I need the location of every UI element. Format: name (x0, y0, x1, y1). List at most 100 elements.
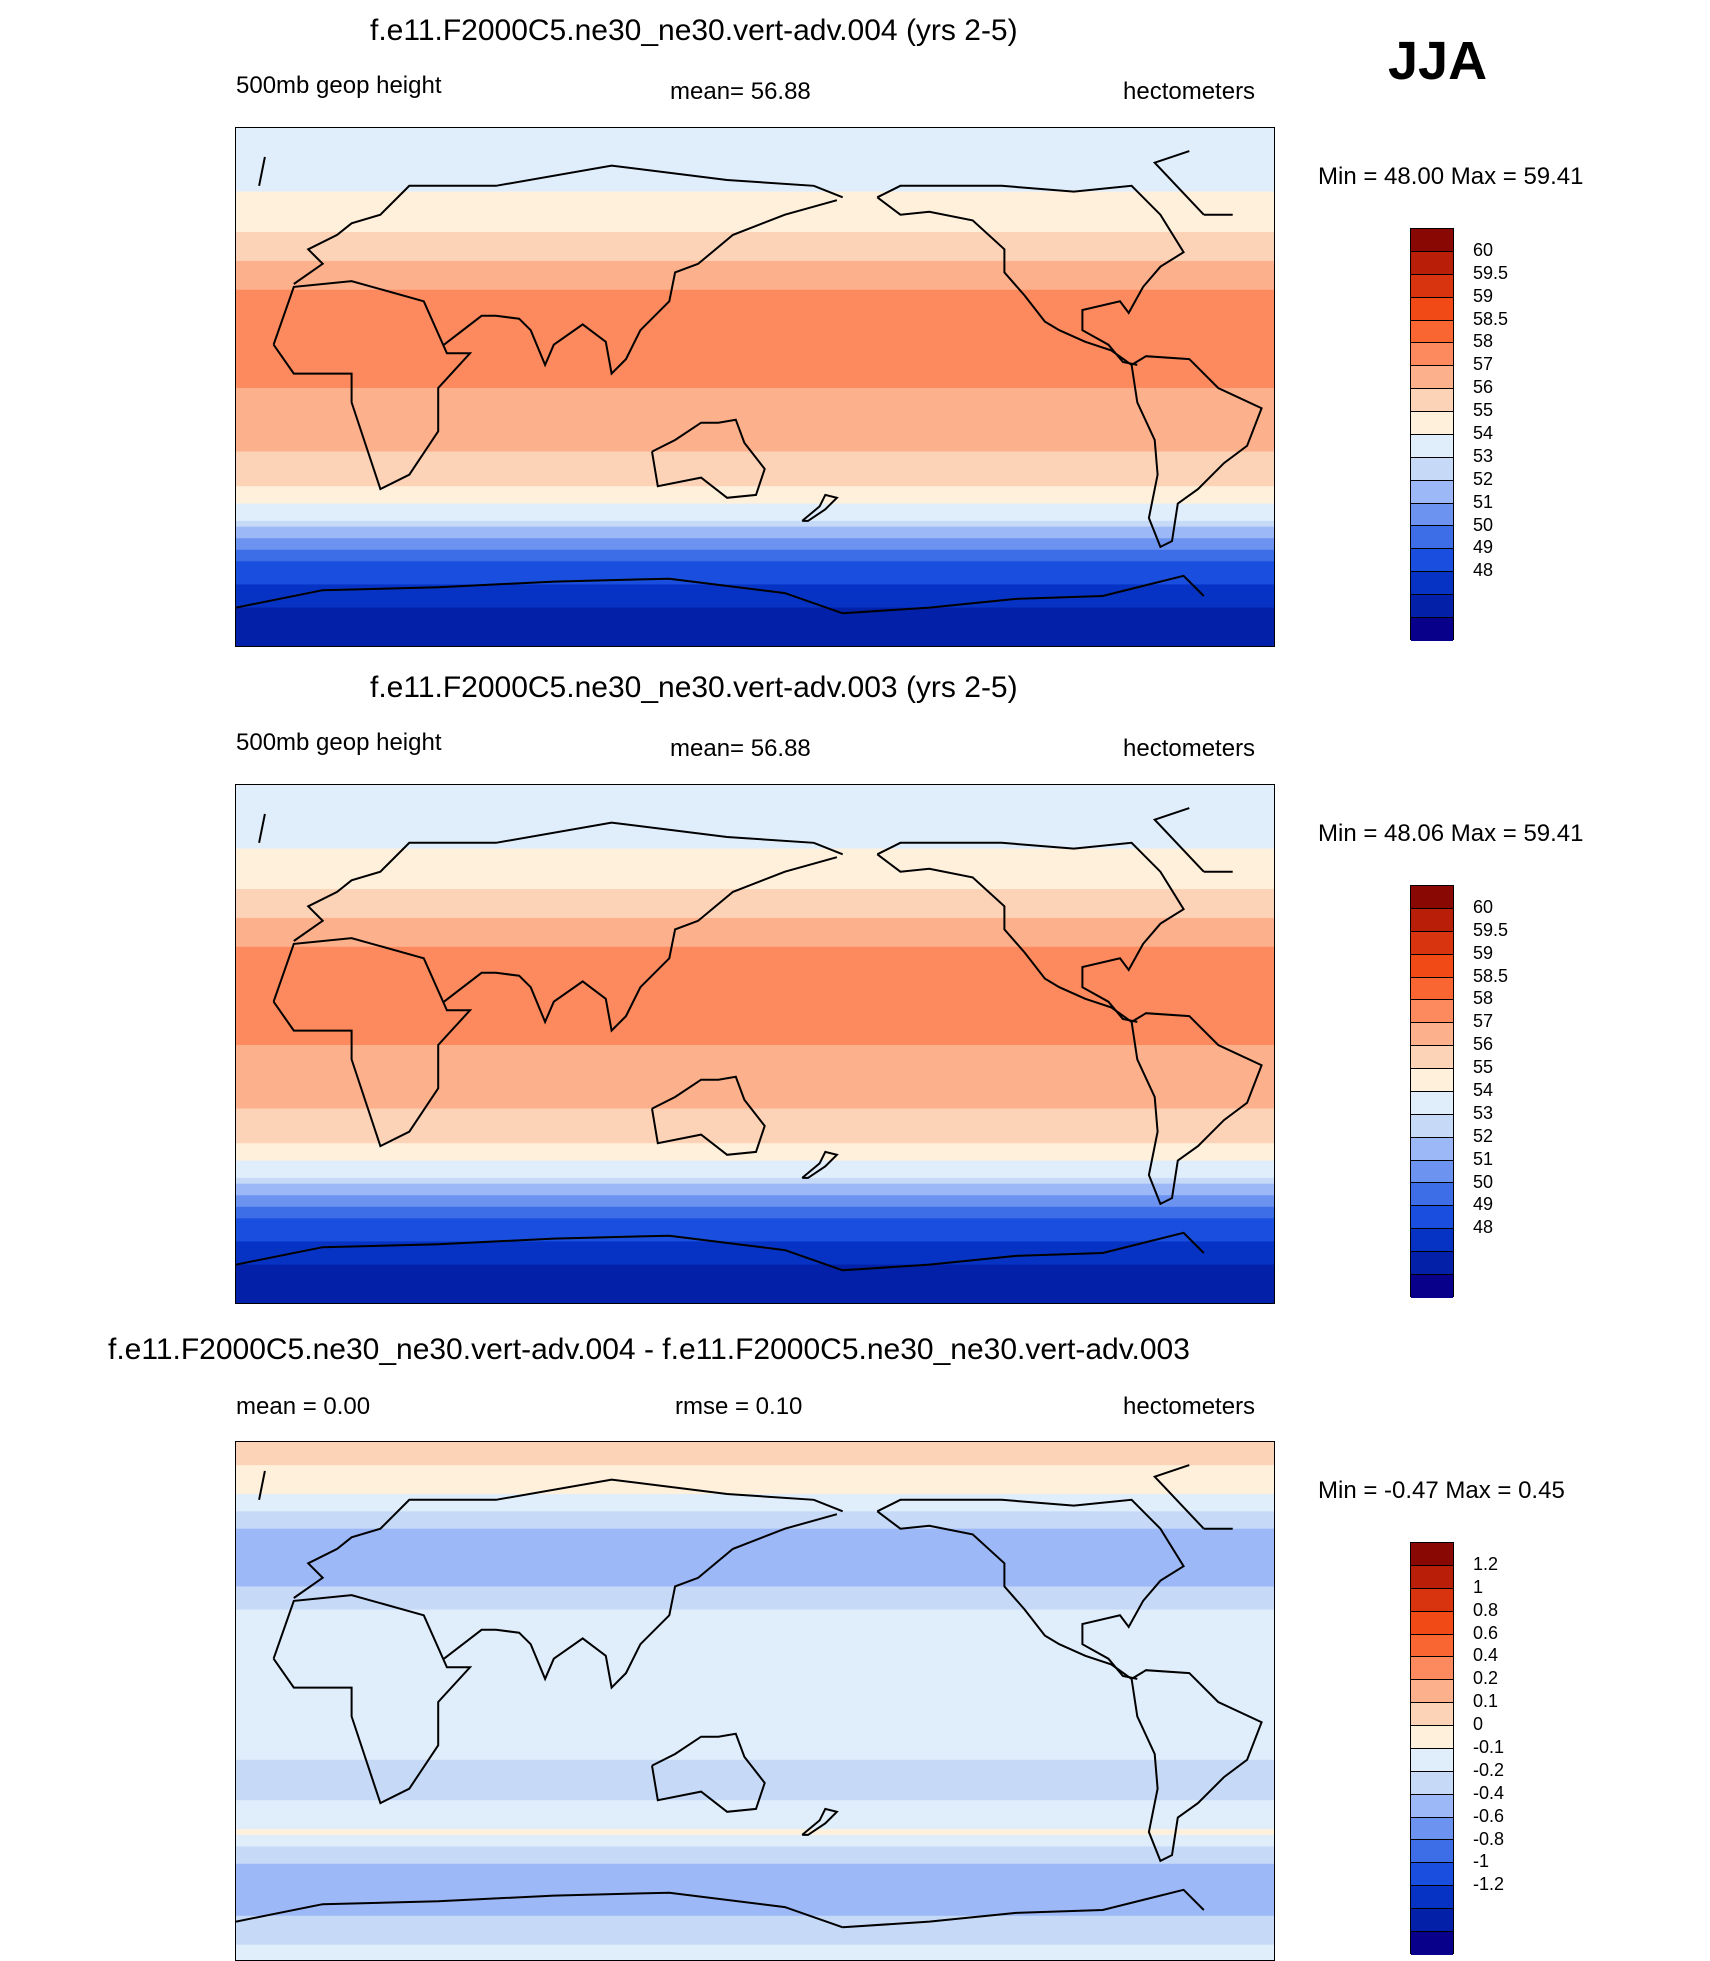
colorbar-cell (1411, 1634, 1453, 1658)
panel-2-minmax: Min = 48.06 Max = 59.41 (1318, 820, 1584, 847)
field-band (236, 1004, 1274, 1011)
colorbar-tick-label: 58 (1473, 331, 1494, 352)
field-band (236, 941, 1274, 948)
field-band (236, 1748, 1274, 1755)
field-band (236, 1476, 1274, 1484)
field-band (236, 180, 1274, 187)
field-band (236, 1667, 1274, 1674)
coastline (236, 1891, 844, 1929)
field-band (236, 1085, 1274, 1092)
colorbar-cell (1411, 1886, 1453, 1909)
coastline (258, 813, 266, 843)
field-band (236, 1068, 1274, 1075)
field-band (236, 1881, 1274, 1888)
field-band (236, 1644, 1274, 1651)
field-band (236, 359, 1274, 366)
field-band (236, 1598, 1274, 1605)
field-band (236, 848, 1274, 855)
field-band (236, 993, 1274, 1000)
colorbar-cell (1411, 274, 1453, 298)
colorbar-tick-label: 52 (1473, 468, 1494, 489)
panel-1-variable-label: 500mb geop height (236, 72, 442, 99)
colorbar-tick-label: 59 (1473, 942, 1494, 963)
field-band (236, 393, 1274, 401)
field-band (236, 825, 1274, 832)
panel-2-variable-label: 500mb geop height (236, 729, 442, 756)
field-band (236, 1719, 1274, 1726)
colorbar-cell (1411, 1931, 1453, 1955)
field-band (236, 503, 1274, 510)
field-band (236, 1661, 1274, 1668)
coastline (842, 1231, 1205, 1272)
field-band (236, 174, 1274, 181)
colorbar-cell (1411, 1023, 1453, 1047)
field-band (236, 1771, 1274, 1778)
field-band (236, 497, 1274, 505)
field-band (236, 232, 1274, 239)
field-band (236, 1580, 1274, 1588)
panel-3-units-label: hectometers (1123, 1393, 1256, 1420)
coastline (443, 856, 838, 1033)
field-band (236, 1276, 1274, 1283)
field-band (236, 819, 1274, 827)
field-band (236, 1056, 1274, 1063)
coastline (876, 841, 1185, 1023)
field-band (236, 278, 1274, 285)
field-band (236, 422, 1274, 430)
field-band (236, 1915, 1274, 1923)
colorbar-cell (1411, 1611, 1453, 1635)
colorbar-tick-label: 55 (1473, 400, 1494, 421)
panel-1-field-svg (236, 128, 1274, 646)
coastline (443, 1513, 838, 1690)
field-band (236, 301, 1274, 308)
coastline (1130, 355, 1263, 549)
field-band (236, 1212, 1274, 1219)
field-band (236, 1143, 1274, 1150)
field-band (236, 1782, 1274, 1790)
field-band (236, 1823, 1274, 1830)
coastline (842, 574, 1205, 615)
field-band (236, 1253, 1274, 1260)
field-band (236, 255, 1274, 262)
field-band (236, 917, 1274, 925)
field-band (236, 1120, 1274, 1127)
field-band (236, 1062, 1274, 1069)
field-band (236, 1811, 1274, 1819)
field-band (236, 1033, 1274, 1040)
colorbar-cell (1411, 229, 1453, 252)
colorbar-cell (1411, 572, 1453, 595)
panel-3-title: f.e11.F2000C5.ne30_ne30.vert-adv.004 - f… (108, 1333, 1190, 1366)
field-band (236, 1270, 1274, 1277)
field-band (236, 1858, 1274, 1865)
field-band (236, 405, 1274, 412)
field-band (236, 1707, 1274, 1715)
coastline (876, 196, 1133, 366)
field-band (236, 1546, 1274, 1553)
field-band (236, 1800, 1274, 1807)
field-band (236, 1183, 1274, 1191)
field-band (236, 802, 1274, 809)
field-band (236, 416, 1274, 424)
coastline (876, 1510, 1133, 1680)
field-band (236, 1218, 1274, 1225)
field-band (236, 969, 1274, 977)
field-band (236, 1195, 1274, 1202)
field-band (236, 156, 1274, 164)
season-label: JJA (1388, 31, 1488, 91)
panel-3-rmse-label: rmse = 0.10 (675, 1393, 803, 1420)
colorbar-cell (1411, 549, 1453, 573)
field-band (236, 1725, 1274, 1732)
field-band (236, 624, 1274, 632)
colorbar-cell (1411, 1817, 1453, 1841)
field-band (236, 1241, 1274, 1248)
field-band (236, 526, 1274, 534)
field-band (236, 790, 1274, 798)
field-band (236, 411, 1274, 418)
colorbar-cell (1411, 1657, 1453, 1681)
panel-1-map (235, 127, 1275, 647)
field-band (236, 1494, 1274, 1501)
field-band (236, 1050, 1274, 1058)
colorbar-cell (1411, 412, 1453, 435)
field-band (236, 613, 1274, 620)
field-band (236, 1045, 1274, 1052)
